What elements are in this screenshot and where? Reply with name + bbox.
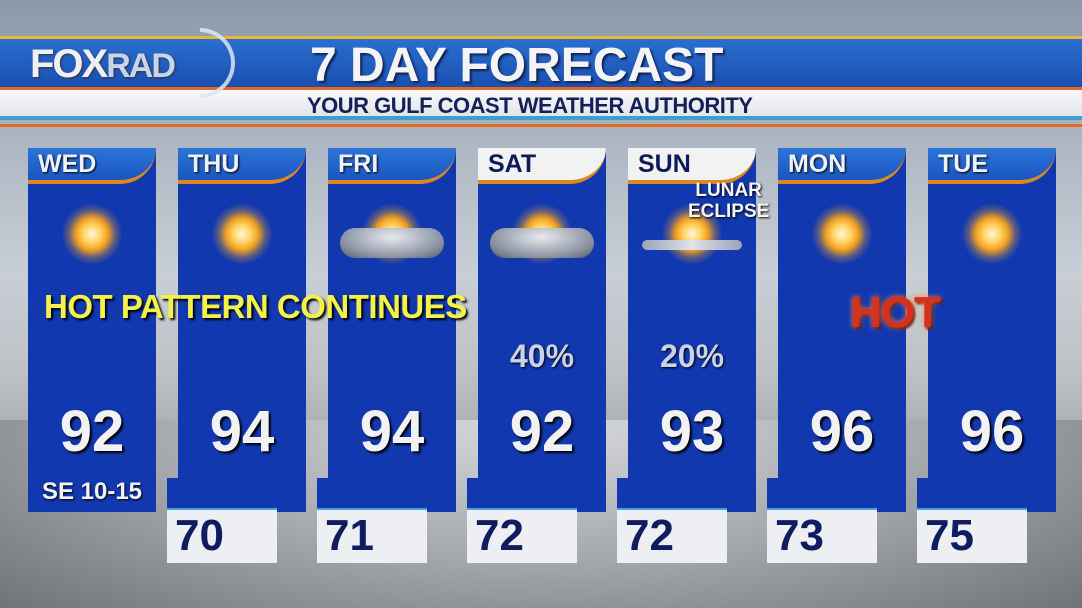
- day-label: MON: [788, 150, 847, 178]
- page-title: 7 DAY FORECAST: [310, 39, 724, 92]
- low-temp: 75: [925, 511, 974, 560]
- precip-chance: 20%: [659, 338, 725, 374]
- day-label: SUN: [638, 150, 691, 178]
- day-panel-thu: THU 94: [178, 148, 306, 512]
- sun-thin-clouds-icon: [642, 240, 742, 250]
- logo-rad: RAD: [106, 47, 176, 85]
- high-temp: 94: [359, 399, 425, 464]
- day-panel-tue: TUE 96: [928, 148, 1056, 512]
- day-panel-mon: MON 96: [778, 148, 906, 512]
- eclipse-line1: LUNAR: [695, 180, 762, 201]
- day-label: TUE: [938, 150, 988, 178]
- day-label: SAT: [488, 150, 537, 178]
- partly-cloudy-icon: [490, 228, 594, 258]
- cloudy-icon: [340, 228, 444, 258]
- sun-icon: [662, 204, 722, 264]
- lunar-eclipse-note: LUNAR ECLIPSE: [688, 180, 769, 222]
- day-panel-sat: SAT 40% 92: [478, 148, 606, 512]
- day-panel-fri: FRI 94: [328, 148, 456, 512]
- logo-fox: FOX: [30, 42, 108, 86]
- high-temp: 92: [509, 399, 575, 464]
- low-temp-box-tue: 75: [917, 478, 1027, 563]
- day-label: WED: [38, 150, 97, 178]
- low-temp: 72: [475, 511, 524, 560]
- foxrad-logo: FOXRAD: [30, 42, 176, 87]
- low-temp: 73: [775, 511, 824, 560]
- hot-pattern-note: HOT PATTERN CONTINUES: [44, 288, 467, 325]
- low-temp-box-sun: 72: [617, 478, 727, 563]
- title-bar: [0, 36, 1082, 90]
- sunny-icon: [62, 204, 122, 264]
- high-temp: 96: [959, 399, 1025, 464]
- high-temp: 96: [809, 399, 875, 464]
- low-temp-box-thu: 70: [167, 478, 277, 563]
- low-temp-box-mon: 73: [767, 478, 877, 563]
- sunny-icon: [962, 204, 1022, 264]
- day-label: FRI: [338, 150, 379, 178]
- wind: SE 10-15: [41, 478, 143, 505]
- page-subtitle: YOUR GULF COAST WEATHER AUTHORITY: [307, 93, 753, 118]
- eclipse-line2: ECLIPSE: [688, 201, 770, 222]
- high-temp: 94: [209, 399, 275, 464]
- high-temp: 93: [659, 399, 725, 464]
- day-label: THU: [188, 150, 240, 178]
- day-panel-wed: WED 92 SE 10-15: [28, 148, 156, 512]
- low-temp-box-sat: 72: [467, 478, 577, 563]
- precip-chance: 40%: [509, 338, 575, 374]
- low-temp: 72: [625, 511, 674, 560]
- subtitle-bar: [0, 90, 1082, 120]
- low-temp-box-fri: 71: [317, 478, 427, 563]
- high-temp: 92: [59, 399, 125, 464]
- accent-line: [0, 124, 1082, 127]
- day-panel-sun: SUN 20% 93: [628, 148, 756, 512]
- hot-label: HOT: [850, 288, 941, 337]
- sunny-icon: [812, 204, 872, 264]
- low-temp: 70: [175, 511, 224, 560]
- low-temp: 71: [325, 511, 374, 560]
- sunny-icon: [212, 204, 272, 264]
